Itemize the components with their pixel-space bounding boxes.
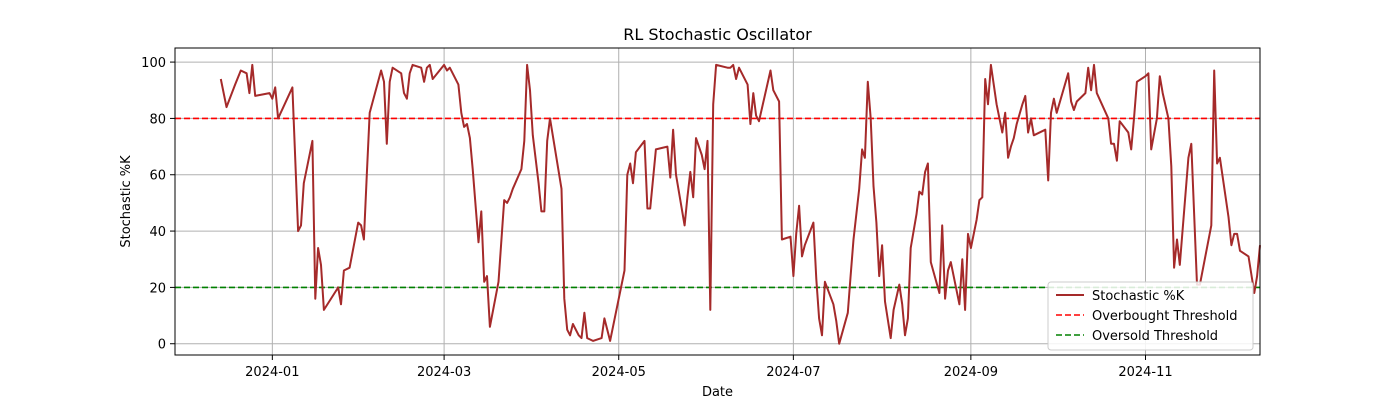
y-axis-label: Stochastic %K <box>119 155 134 248</box>
legend-label: Overbought Threshold <box>1092 309 1238 324</box>
y-tick-label: 100 <box>141 56 166 71</box>
y-tick-label: 60 <box>149 169 166 184</box>
x-tick-label: 2024-07 <box>766 365 820 380</box>
stochastic-k-line <box>219 63 1261 345</box>
legend-label: Stochastic %K <box>1092 289 1185 304</box>
x-tick-label: 2024-09 <box>944 365 998 380</box>
y-tick-label: 20 <box>149 281 166 296</box>
y-tick-label: 80 <box>149 112 166 127</box>
legend: Stochastic %K Overbought Threshold Oversol… <box>1047 281 1254 351</box>
plot-frame <box>174 47 1261 356</box>
legend-label: Oversold Threshold <box>1092 329 1218 344</box>
chart-title: RL Stochastic Oscillator <box>623 25 812 44</box>
x-axis-label: Date <box>702 385 733 400</box>
y-tick-label: 40 <box>149 225 166 240</box>
legend-box <box>1047 281 1254 351</box>
x-tick-label: 2024-03 <box>417 365 471 380</box>
y-axis-ticks: 0 20 40 60 80 100 <box>141 56 175 353</box>
x-tick-label: 2024-01 <box>245 365 299 380</box>
x-tick-label: 2024-11 <box>1118 365 1172 380</box>
y-tick-label: 0 <box>158 338 166 353</box>
x-tick-label: 2024-05 <box>592 365 646 380</box>
x-axis-ticks: 2024-01 2024-03 2024-05 2024-07 2024-09 2024-… <box>245 355 1173 380</box>
series-lines <box>219 63 1261 345</box>
